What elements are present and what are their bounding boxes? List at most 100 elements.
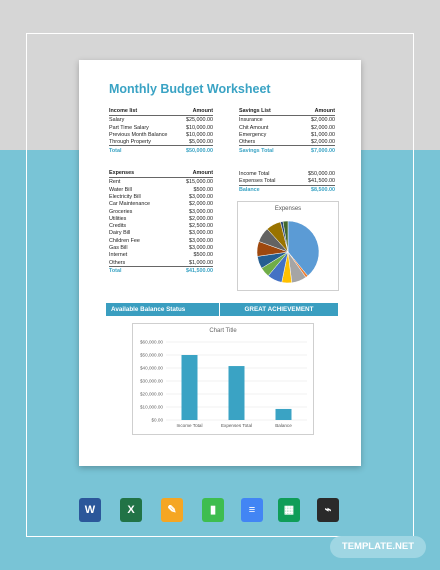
status-label: Available Balance Status [111,306,186,313]
income-item-amount: $10,000.00 [186,124,213,131]
income-total-row: Total $50,000.00 [109,145,213,155]
savings-header-label: Savings List [239,108,296,117]
x-tick-label: Income Total [177,423,203,428]
income-header-amount: Amount [180,108,213,117]
income-item-label: Part Time Salary [109,124,149,131]
savings-row: Insurance $2,000.00 [239,116,335,124]
summary-item-amount: $50,000.00 [308,171,335,178]
balance-row-label: Balance [239,184,295,194]
savings-total-row: Savings Total $7,000.00 [239,145,335,155]
google-docs-icon-glyph: ≡ [248,504,256,516]
expenses-item-label: Water Bill [109,186,132,193]
expenses-item-amount: $500.00 [193,186,214,193]
expenses-item-amount: $3,000.00 [189,193,213,200]
x-tick-label: Balance [275,423,292,428]
google-sheets-icon-glyph: ▦ [283,504,295,516]
y-tick-label: $40,000.00 [140,366,163,371]
income-row: Part Time Salary $10,000.00 [109,124,213,131]
word-icon[interactable]: W [79,498,101,522]
worksheet-page: Monthly Budget Worksheet Income list Amo… [79,60,361,466]
word-icon-glyph: W [84,504,96,516]
expenses-item-label: Credits [109,223,127,230]
y-tick-label: $0.00 [152,418,164,423]
y-tick-label: $60,000.00 [140,340,163,345]
expenses-row: Internet $500.00 [109,251,213,258]
decorative-frame [26,33,414,537]
savings-header-amount: Amount [295,108,335,117]
savings-row: Chit Amount $2,000.00 [239,124,335,131]
income-item-label: Previous Month Balance [109,131,168,138]
savings-item-amount: $1,000.00 [311,131,335,138]
expenses-row: Electricity Bill $3,000.00 [109,193,213,200]
expenses-item-amount: $2,500.00 [189,223,213,230]
expenses-row: Others $1,000.00 [109,259,213,267]
savings-item-amount: $2,000.00 [311,124,335,131]
income-row: Salary $25,000.00 [109,116,213,124]
expenses-row: Gas Bill $3,000.00 [109,244,213,251]
income-total-row-label: Total [109,145,181,155]
excel-icon-glyph: X [127,504,135,516]
pie-svg [256,220,320,284]
expenses-row: Children Fee $3,000.00 [109,237,213,244]
expenses-row: Rent $15,000.00 [109,178,213,186]
bar [275,408,292,420]
expenses-item-amount: $2,000.00 [189,215,213,222]
income-item-label: Through Property [109,139,151,146]
expenses-item-amount: $3,000.00 [189,208,213,215]
brand-badge: TEMPLATE.NET [330,536,426,558]
expenses-item-label: Car Maintenance [109,201,151,208]
summary-row: Income Total $50,000.00 [239,170,335,177]
balance-row-amount: $8,500.00 [294,184,335,194]
y-tick-label: $30,000.00 [140,379,163,384]
expenses-item-amount: $3,000.00 [189,237,213,244]
savings-row: Others $2,000.00 [239,138,335,146]
expenses-row: Credits $2,500.00 [109,222,213,229]
bar-svg: $0.00 $10,000.00 $20,000.00 $30,000.00 $40,0… [140,340,307,428]
pages-icon-glyph: ✎ [167,504,177,516]
summary-item-label: Income Total [239,171,270,178]
expenses-item-label: Electricity Bill [109,193,141,200]
excel-icon[interactable]: X [120,498,142,522]
page-title: Monthly Budget Worksheet [109,82,271,96]
expenses-item-label: Utilities [109,215,127,222]
expenses-table: Expenses Amount Rent $15,000.00 Water Bill… [109,170,213,275]
expenses-item-amount: $3,000.00 [189,230,213,237]
bar [228,366,245,420]
expenses-item-amount: $15,000.00 [186,179,213,186]
savings-table: Savings List Amount Insurance $2,000.00 Ch… [239,108,335,155]
savings-total-row-amount: $7,000.00 [295,145,335,155]
expenses-item-amount: $2,000.00 [189,201,213,208]
pie-slice [287,220,320,277]
expenses-item-label: Others [109,259,126,266]
pdf-icon[interactable]: ⌁ [317,498,339,522]
status-value: GREAT ACHIEVEMENT [219,303,338,316]
savings-row: Emergency $1,000.00 [239,131,335,138]
google-sheets-icon[interactable]: ▦ [278,498,300,522]
income-item-label: Salary [109,117,125,124]
expenses-row: Dairy Bill $3,000.00 [109,229,213,236]
pages-icon[interactable]: ✎ [161,498,183,522]
savings-item-label: Emergency [239,131,267,138]
expenses-pie-chart: Expenses [237,201,339,291]
income-header-label: Income list [109,108,181,117]
numbers-icon[interactable]: ▮ [202,498,224,522]
bar [181,355,198,420]
balance-status-bar: Available Balance Status GREAT ACHIEVEME… [106,303,338,316]
savings-total-row-label: Savings Total [239,145,296,155]
expenses-header-label: Expenses [109,170,172,179]
expenses-item-label: Dairy Bill [109,230,131,237]
google-docs-icon[interactable]: ≡ [241,498,263,522]
income-item-amount: $25,000.00 [186,117,213,124]
expenses-item-label: Gas Bill [109,245,128,252]
savings-item-amount: $2,000.00 [311,139,335,146]
income-item-amount: $5,000.00 [189,139,213,146]
numbers-icon-glyph: ▮ [209,504,217,516]
savings-item-label: Insurance [239,117,263,124]
expenses-item-amount: $1,000.00 [189,259,213,266]
y-tick-label: $50,000.00 [140,353,163,358]
summary-row: Expenses Total $41,500.00 [239,177,335,185]
bar-chart-title: Chart Title [209,328,237,334]
expenses-row: Groceries $3,000.00 [109,207,213,215]
summary-item-amount: $41,500.00 [308,178,335,185]
savings-item-amount: $2,000.00 [311,117,335,124]
